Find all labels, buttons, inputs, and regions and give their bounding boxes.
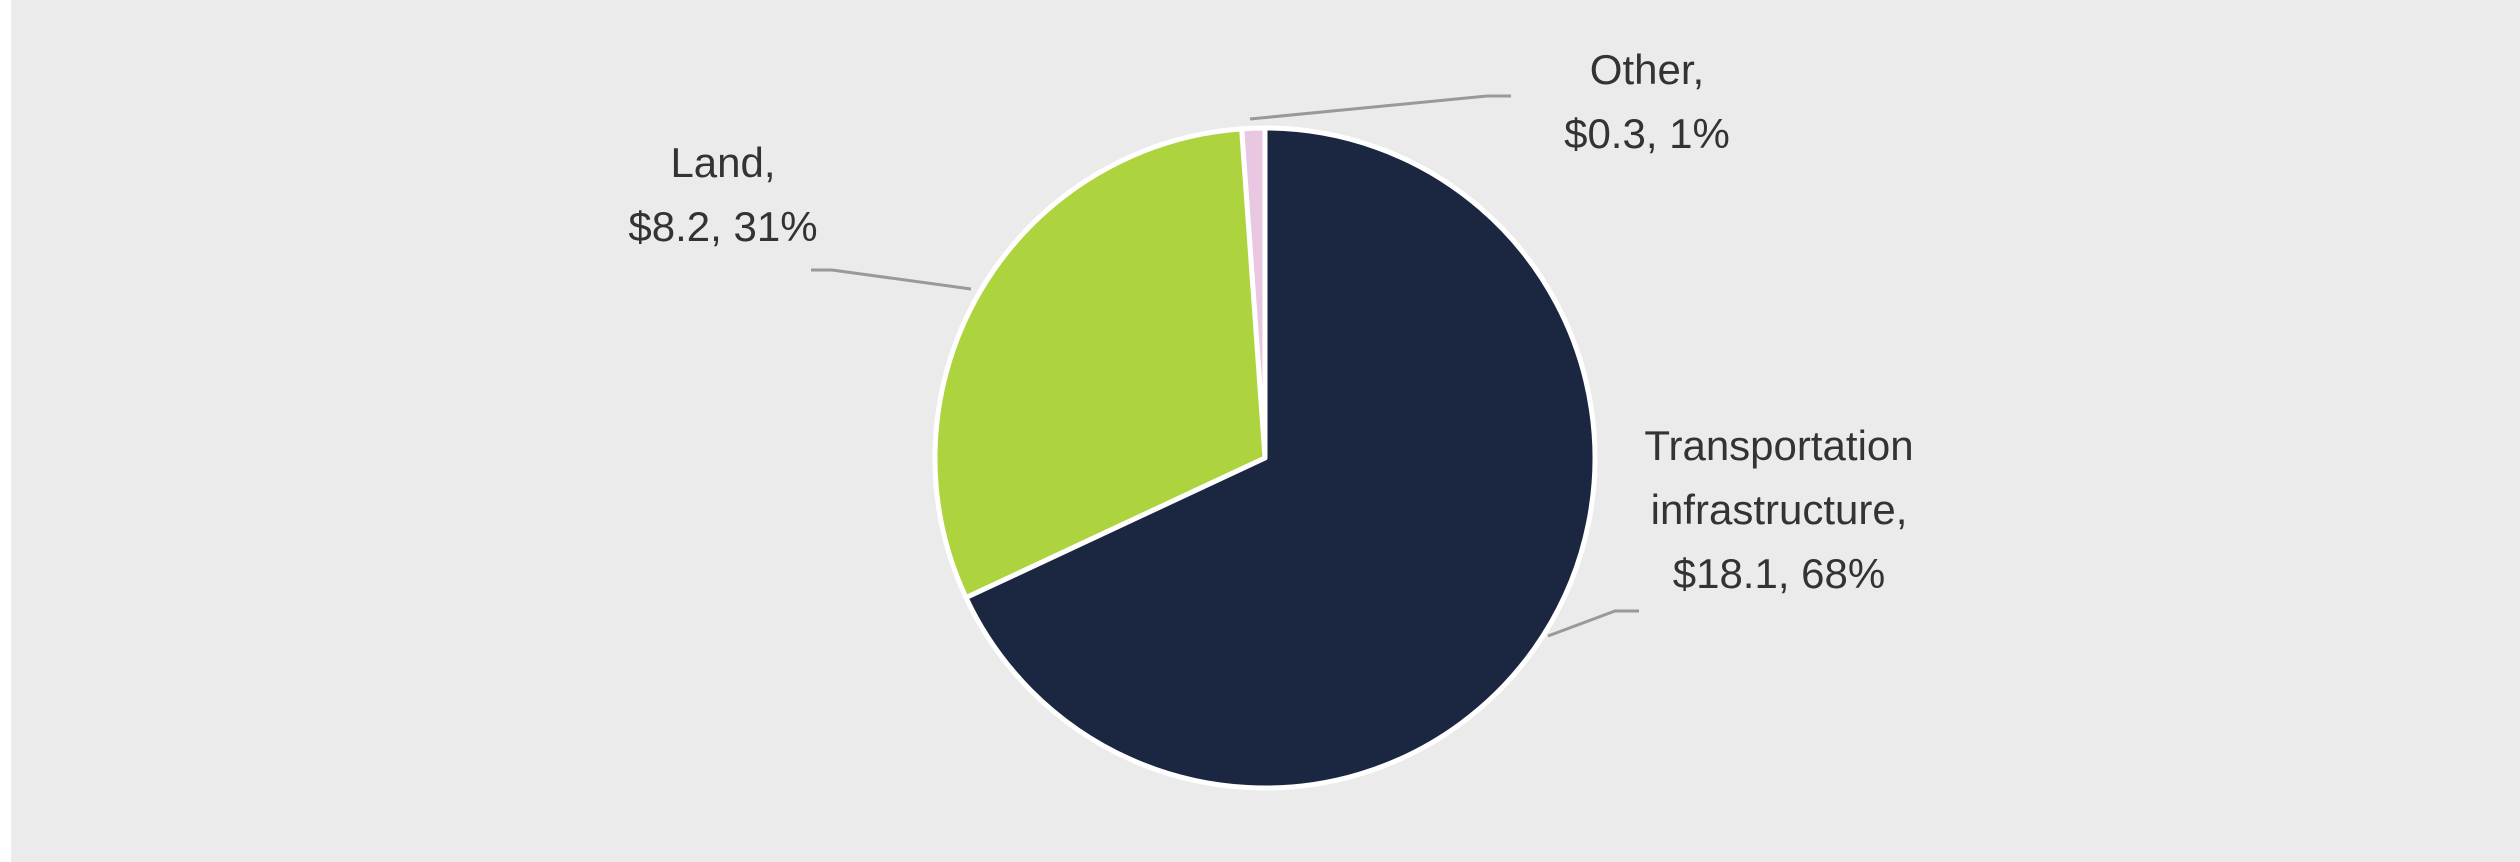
pie-slice	[963, 125, 1598, 791]
value-label: $8.2, 31%	[628, 203, 818, 250]
chart-area: Transportation infrastructure, $18.1, 68%…	[11, 0, 2520, 862]
data-label: Land, $8.2, 31%	[573, 131, 873, 259]
value-label: $18.1, 68%	[1672, 550, 1886, 597]
data-label: Transportation infrastructure, $18.1, 68%	[1589, 414, 1969, 606]
leader-lines	[811, 94, 1639, 638]
leader-line	[1249, 94, 1511, 121]
category-label: Other,	[1589, 46, 1705, 93]
data-label: Other, $0.3, 1%	[1497, 38, 1797, 166]
leader-line	[1547, 609, 1639, 638]
category-label: Land,	[670, 139, 776, 186]
value-label: $0.3, 1%	[1564, 110, 1730, 157]
category-label: Transportation infrastructure,	[1644, 422, 1914, 533]
chart	[811, 94, 1639, 791]
leader-line	[811, 268, 972, 291]
pie-slice	[932, 126, 1268, 601]
